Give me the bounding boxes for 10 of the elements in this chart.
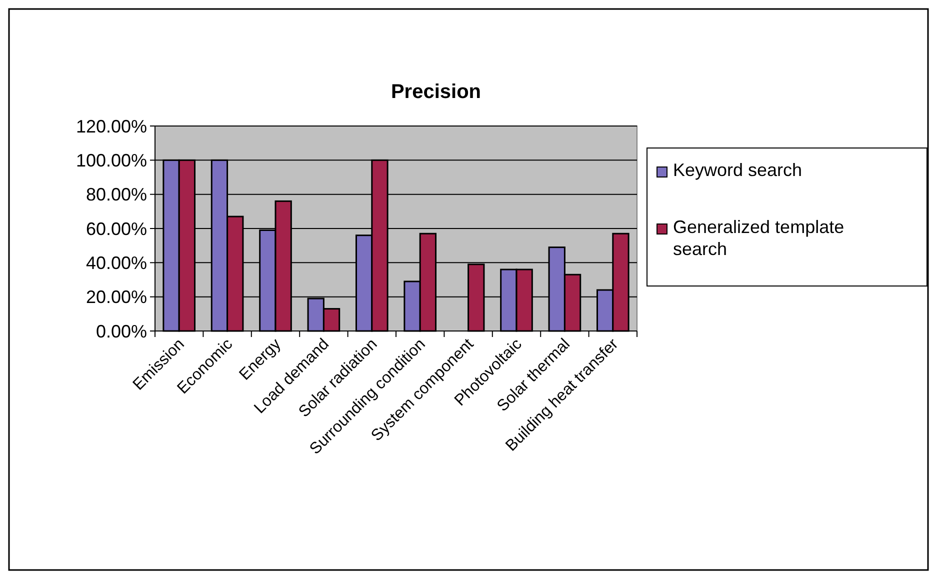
chart-title: Precision [390,81,482,103]
y-tick-label: 40.00% [86,252,147,273]
y-tick-label: 0.00% [96,321,147,342]
legend-label: Generalized template search [673,217,844,259]
y-tick-label: 60.00% [86,218,147,239]
y-tick-label: 120.00% [76,116,147,136]
y-tick-label: 100.00% [76,150,147,170]
y-tick-label: 20.00% [86,287,147,308]
legend-label: Keyword search [673,160,802,180]
y-tick-label: 80.00% [86,184,147,205]
